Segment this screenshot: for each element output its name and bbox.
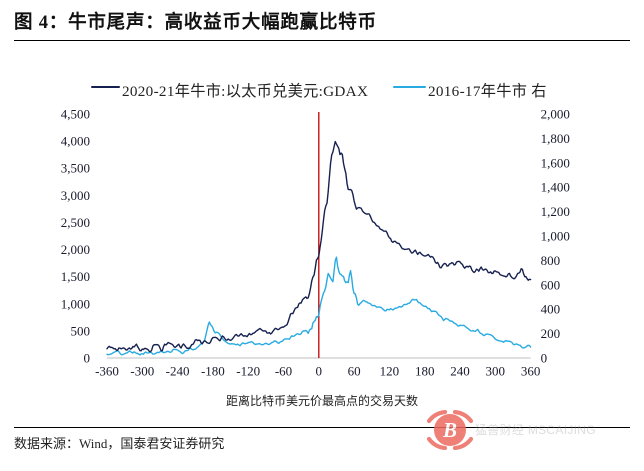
- svg-text:猛兽财经 MSCAIJING: 猛兽财经 MSCAIJING: [475, 423, 596, 437]
- svg-text:B: B: [442, 418, 457, 442]
